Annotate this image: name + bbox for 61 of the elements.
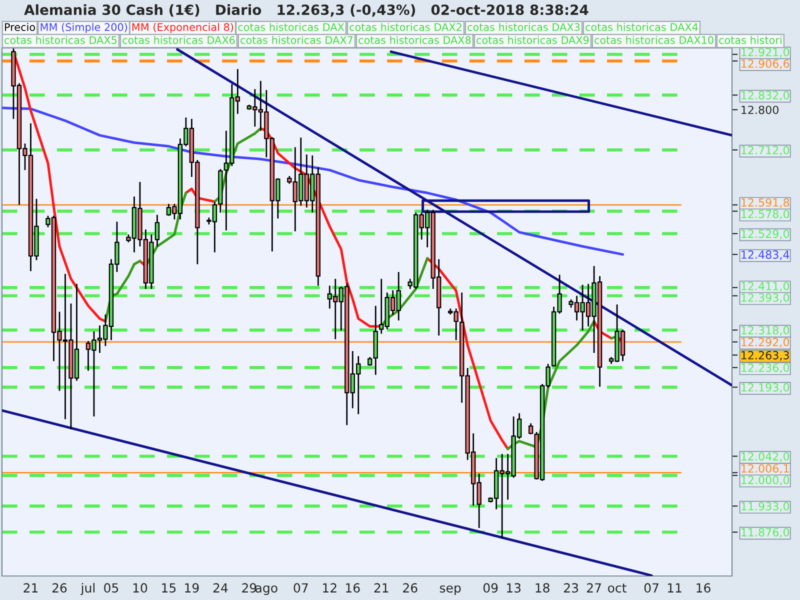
y-tick-label: 11.933,0: [742, 502, 790, 512]
x-tick-label: sep: [440, 585, 461, 596]
x-tick-label: 26: [403, 583, 418, 593]
y-tick-label: 12.712,0: [742, 146, 790, 156]
text: cotas historicas DAX3: [468, 22, 580, 32]
y-tick-label: 12.006,1: [742, 464, 789, 474]
y-tick-label: 12.000,0: [742, 476, 790, 486]
chart-title: Alemania 30 Cash (1€) Diario 12.263,3 (-0,43%) 02-oct-2018 8:38:24: [24, 4, 588, 17]
x-tick-label: 16: [346, 583, 360, 593]
x-tick-label: 11: [668, 583, 682, 592]
y-tick-label: 12.193,0: [742, 383, 790, 393]
text: cotas historicas DAX4: [586, 22, 698, 32]
text: Precio: [5, 22, 35, 32]
x-tick-label: 23: [564, 583, 578, 593]
x-tick-label: 10: [133, 583, 148, 593]
text: cotas historicas DAX5: [4, 36, 117, 44]
x-tick-label: 16: [696, 583, 710, 593]
x-tick-label: oct: [608, 584, 626, 593]
y-tick-label: 12.578,0: [742, 210, 790, 220]
y-tick-label: 12.591,8: [742, 198, 790, 208]
y-tick-label: 12.042,0: [742, 452, 790, 462]
y-tick-label: 11.876,0: [742, 528, 790, 538]
text: MM (Simple 200): [40, 22, 128, 34]
x-tick-label: 09: [483, 583, 498, 593]
y-tick-label: 12.921,0: [742, 48, 790, 58]
x-tick-label: ago: [256, 585, 278, 596]
text: cotas historicas DAX8: [358, 36, 471, 44]
y-tick-label: 12.236,0: [742, 364, 790, 374]
x-tick-label: 26: [52, 583, 67, 593]
x-tick-label: 27: [587, 583, 601, 592]
x-tick-label: 13: [506, 583, 521, 593]
text: cotas historicas DAX9: [476, 36, 589, 44]
y-tick-label: 12.318,0: [742, 326, 790, 336]
text: cotas historicas DAX6: [122, 36, 235, 44]
text: cotas histori: [719, 36, 782, 44]
text: cotas historicas DAX7: [240, 36, 353, 44]
text: MM (Exponencial 8): [132, 22, 234, 34]
y-tick-label: 12.263,3: [742, 351, 789, 361]
y-tick-label: 12.529,0: [742, 230, 790, 240]
y-tick-label: 12.393,0: [742, 293, 790, 303]
x-tick-label: 24: [213, 583, 228, 592]
y-tick-label: 12.411,0: [742, 282, 790, 292]
y-tick-label: 12.292,0: [742, 338, 790, 348]
y-tick-label: 12.906,6: [742, 59, 790, 69]
x-tick-label: 15: [162, 583, 176, 593]
x-tick-label: 07: [294, 583, 308, 593]
y-tick-label: 12.483,4: [742, 250, 790, 260]
x-tick-label: 07: [644, 583, 658, 593]
y-tick-label: 12.832,0: [742, 91, 790, 101]
x-tick-label: 19: [185, 583, 199, 593]
x-tick-label: 21: [374, 583, 388, 592]
text: cotas historicas DAX10: [594, 36, 714, 44]
text: cotas historicas DAX: [238, 22, 344, 32]
x-tick-label: 05: [104, 583, 118, 593]
x-tick-label: 29: [242, 583, 256, 593]
x-tick-label: jul: [80, 582, 94, 596]
x-tick-label: 18: [536, 583, 550, 593]
x-tick-label: 12: [323, 583, 336, 592]
y-tick-label: 12.800: [742, 106, 778, 114]
text: cotas historicas DAX2: [350, 22, 462, 32]
x-tick-label: 21: [24, 583, 38, 592]
